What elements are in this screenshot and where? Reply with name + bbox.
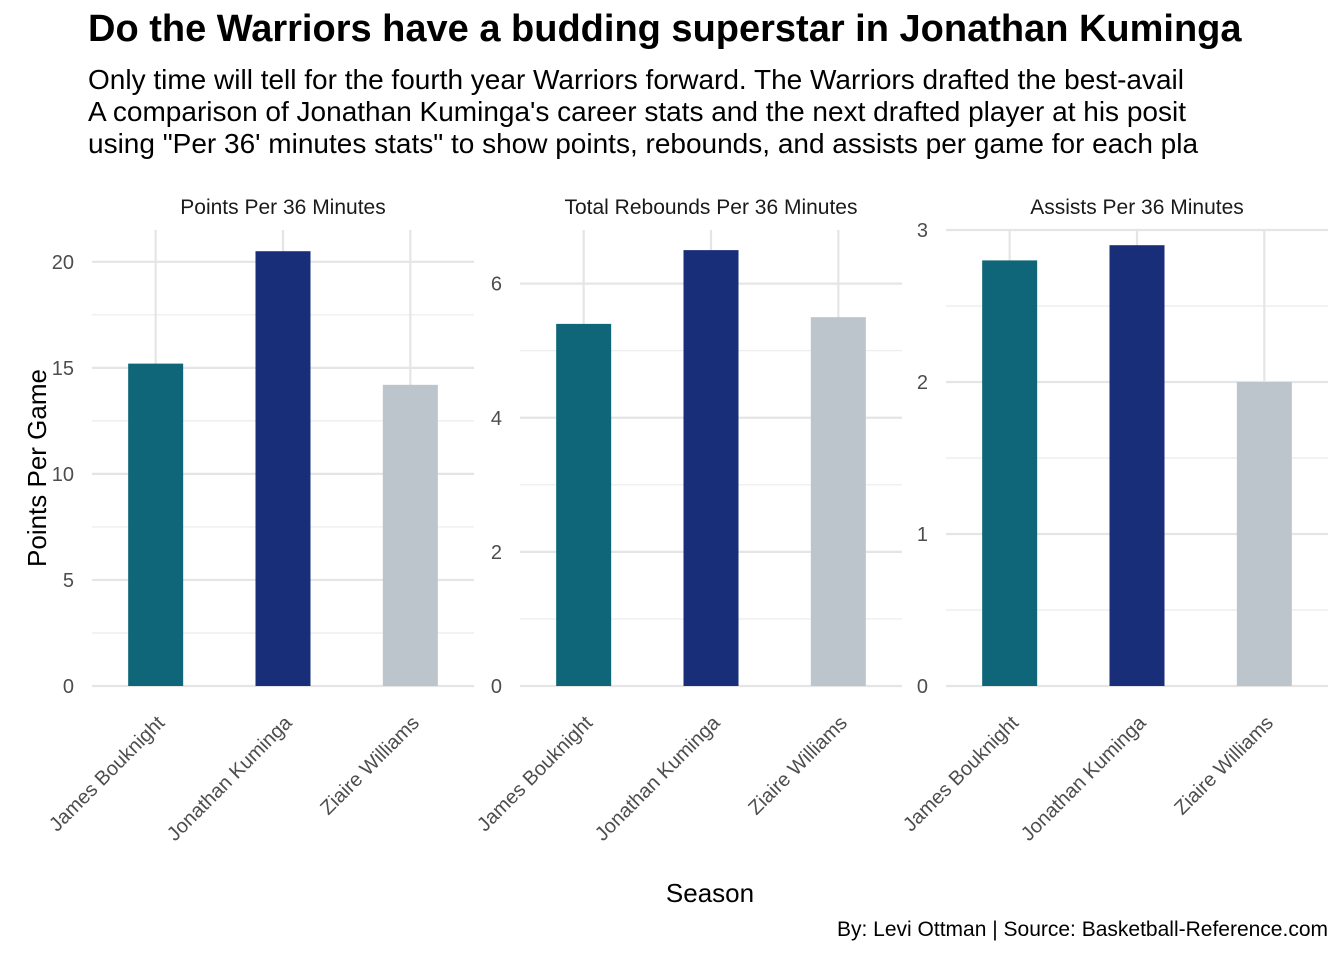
x-tick-label: Ziaire Williams [316,712,423,819]
y-axis-title: Points Per Game [22,369,52,567]
bar [1236,382,1292,686]
y-tick-label: 4 [491,408,502,430]
x-tick-label: James Bouknight [473,712,597,836]
y-tick-label: 0 [917,676,928,698]
chart-caption: By: Levi Ottman | Source: Basketball-Ref… [837,918,1328,941]
bar [982,260,1038,686]
y-tick-label: 0 [491,676,502,698]
x-tick-label: Jonathan Kuminga [591,711,725,845]
y-tick-label: 1 [917,524,928,546]
chart-subtitle: Only time will tell for the fourth year … [88,64,1199,159]
y-tick-label: 3 [917,220,928,242]
y-tick-label: 0 [63,676,74,698]
panel-title: Points Per 36 Minutes [180,196,385,219]
y-tick-label: 20 [52,252,74,274]
bar [810,317,866,686]
y-tick-label: 10 [52,464,74,486]
bar [128,363,184,686]
x-tick-label: Jonathan Kuminga [1017,711,1151,845]
bar [556,323,612,686]
panel-title: Assists Per 36 Minutes [1030,196,1244,219]
x-tick-label: Ziaire Williams [1170,712,1277,819]
y-tick-label: 5 [63,570,74,592]
bar [255,251,311,687]
bar [1109,245,1165,686]
bar [382,384,438,686]
y-tick-label: 15 [52,358,74,380]
y-tick-label: 2 [917,372,928,394]
y-tick-label: 6 [491,274,502,296]
x-tick-label: James Bouknight [899,712,1023,836]
x-tick-label: James Bouknight [45,712,169,836]
bar [683,250,739,686]
y-tick-label: 2 [491,542,502,564]
x-tick-label: Jonathan Kuminga [163,711,297,845]
panel-title: Total Rebounds Per 36 Minutes [564,196,857,219]
x-tick-label: Ziaire Williams [744,712,851,819]
x-axis-title: Season [666,878,754,908]
chart-title: Do the Warriors have a budding superstar… [88,8,1242,50]
